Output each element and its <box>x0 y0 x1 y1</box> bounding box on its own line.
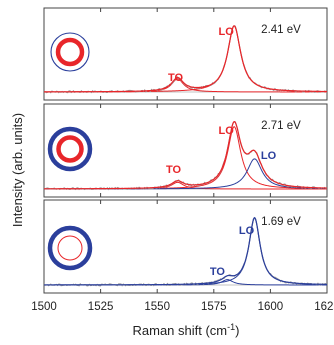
x-tick-label: 1500 <box>31 301 57 313</box>
peak-label-to: TO <box>168 72 184 84</box>
chart-panels: TO LO 2.41 eV TO LO LO 2.71 eV TO LO 1.69 eV <box>43 7 328 294</box>
inner-ring <box>56 135 84 163</box>
x-tick-label: 1550 <box>144 301 170 313</box>
y-axis-title: Intensity (arb. units) <box>10 113 25 227</box>
outer-ring <box>50 32 90 72</box>
nanotube-ring-icon <box>47 225 93 271</box>
nanotube-ring-icon <box>47 126 93 172</box>
excitation-energy-label: 1.69 eV <box>261 216 301 228</box>
outer-ring <box>47 225 93 271</box>
panel-frame <box>43 103 328 198</box>
peak-label-to: TO <box>166 164 182 176</box>
x-axis-ticks: 1500 1525 1550 1575 1600 1625 <box>31 301 334 313</box>
spectrum-panel-2: TO LO LO 2.71 eV <box>43 103 328 198</box>
spectrum-panel-1: TO LO 2.41 eV <box>43 7 328 101</box>
total-fit-curve <box>44 25 327 93</box>
nanotube-ring-icon <box>50 32 90 72</box>
x-tick-label: 1525 <box>88 301 114 313</box>
x-tick-label: 1575 <box>201 301 227 313</box>
x-axis-title: Raman shift (cm-1) <box>133 322 240 338</box>
x-axis-title-unit-superscript: -1 <box>227 322 235 332</box>
x-tick-label: 1625 <box>314 301 334 313</box>
total-fit-curve <box>44 120 327 190</box>
x-tick-label: 1600 <box>258 301 284 313</box>
spectrum-panel-3: TO LO 1.69 eV <box>43 199 328 294</box>
inner-ring <box>55 37 85 67</box>
peak-label-lo: LO <box>219 125 235 137</box>
excitation-energy-label: 2.41 eV <box>261 24 301 36</box>
peak-label-to: TO <box>210 266 226 278</box>
total-fit-curve <box>44 216 327 286</box>
outer-ring <box>47 126 93 172</box>
panel-frame <box>43 199 328 294</box>
peak-label-lo: LO <box>219 26 235 38</box>
peak-label-lo: LO <box>239 225 255 237</box>
inner-ring <box>57 235 83 261</box>
peak-label-lo: LO <box>261 150 277 162</box>
excitation-energy-label: 2.71 eV <box>261 120 301 132</box>
